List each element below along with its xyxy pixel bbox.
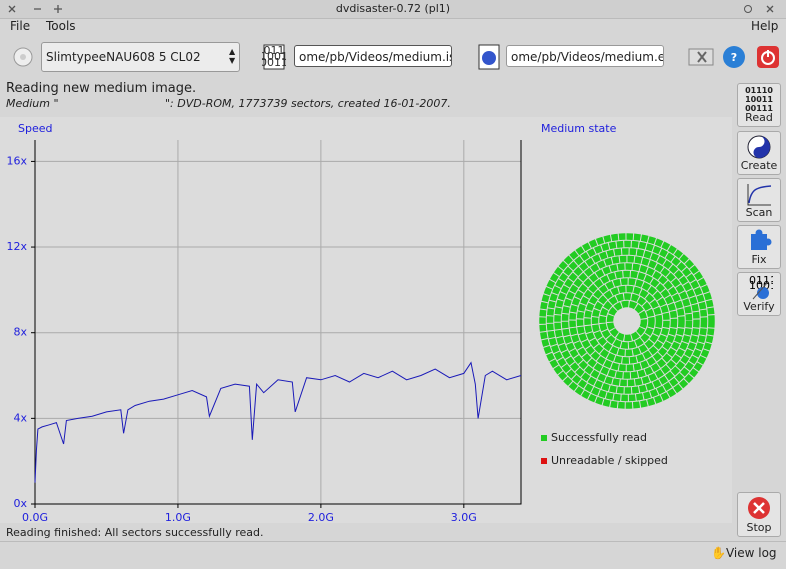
view-log-label: View log <box>725 546 777 560</box>
y-tick-label: 8x <box>13 326 27 339</box>
spiral-ring <box>546 240 708 402</box>
window-controls[interactable] <box>6 3 66 15</box>
create-label: Create <box>740 159 778 172</box>
read-button[interactable]: 01110 10011 00111 Read <box>737 83 781 127</box>
verify-button[interactable]: 0111010011Verify <box>737 272 784 316</box>
legend-swatch <box>541 458 547 464</box>
plot-frame <box>34 140 522 505</box>
window-title: dvdisaster-0.72 (pl1) <box>335 2 451 15</box>
spiral-ring <box>584 278 670 364</box>
create-button[interactable]: Create <box>737 131 781 175</box>
image-file-path: ome/pb/Videos/medium.iso <box>299 50 452 64</box>
view-log-button[interactable]: ✋View log <box>711 546 777 560</box>
x-tick-label: 3.0G <box>451 511 477 523</box>
ecc-file-icon[interactable] <box>477 44 501 70</box>
spiral-ring <box>539 233 715 409</box>
status-separator <box>0 541 786 542</box>
svg-text:1001: 1001 <box>262 50 286 63</box>
spiral-ring <box>561 255 693 387</box>
menu-help[interactable]: Help <box>751 19 779 33</box>
spiral-ring <box>599 293 655 349</box>
stop-button[interactable]: Stop <box>737 492 781 537</box>
y-tick-label: 16x <box>6 154 27 167</box>
menu-tools[interactable]: Tools <box>46 19 76 33</box>
spiral-ring <box>606 300 648 342</box>
y-axis-label: Speed <box>18 122 52 135</box>
y-tick-label: 0x <box>13 497 27 510</box>
fix-button[interactable]: Fix <box>737 225 781 269</box>
x-tick-label: 1.0G <box>165 511 191 523</box>
medium-details: ": DVD-ROM, 1773739 sectors, created 16-… <box>165 97 451 110</box>
chart-area: Speed Medium state 0x 4x 8x 12x 16x 0.0G 1.0G 2… <box>0 117 732 523</box>
spiral-ring <box>576 270 678 372</box>
ecc-file-path: ome/pb/Videos/medium.ecc <box>511 50 664 64</box>
svg-text:0011: 0011 <box>262 56 286 69</box>
verify-label: Verify <box>743 300 775 313</box>
fix-label: Fix <box>751 253 767 266</box>
legend-swatch <box>541 435 547 441</box>
prefs-icon[interactable] <box>688 46 714 68</box>
quit-button[interactable] <box>756 45 780 69</box>
ecc-file-entry[interactable]: ome/pb/Videos/medium.ecc <box>506 45 664 67</box>
info-heading: Reading new medium image. <box>6 81 197 96</box>
x-tick-label: 0.0G <box>22 511 48 523</box>
menu-file[interactable]: File <box>10 19 31 33</box>
image-file-entry[interactable]: ome/pb/Videos/medium.iso <box>294 45 452 67</box>
y-tick-label: 12x <box>6 240 27 253</box>
y-tick-label: 4x <box>13 411 27 424</box>
drive-combobox[interactable]: SlimtypeeNAU608 5 CL02 (/dev/ <box>41 42 240 72</box>
medium-name: Medium " <box>6 97 59 110</box>
svg-text:011: 011 <box>264 44 285 57</box>
legend-label: Successfully read <box>551 431 647 444</box>
spiral-ring <box>569 263 685 379</box>
spiral-ring <box>591 285 663 357</box>
help-button[interactable]: ? <box>722 45 746 69</box>
medium-state-title: Medium state <box>541 122 617 135</box>
speed-line <box>34 361 522 483</box>
read-label: Read <box>745 111 773 124</box>
spiral-ring <box>554 248 700 394</box>
title-bar: dvdisaster-0.72 (pl1) <box>0 0 786 19</box>
svg-text:?: ? <box>731 51 737 64</box>
combo-arrows: ▲ ▼ <box>229 47 236 65</box>
scan-button[interactable]: Scan <box>737 178 781 222</box>
status-text: Reading finished: All sectors successful… <box>6 526 264 539</box>
scan-label: Scan <box>745 206 773 219</box>
window-controls-right[interactable] <box>740 3 780 15</box>
legend-label: Unreadable / skipped <box>551 454 668 467</box>
drive-name: SlimtypeeNAU608 5 CL02 (/dev/ <box>46 50 201 64</box>
x-tick-label: 2.0G <box>308 511 334 523</box>
stop-label: Stop <box>746 521 772 534</box>
drive-icon <box>13 47 33 67</box>
